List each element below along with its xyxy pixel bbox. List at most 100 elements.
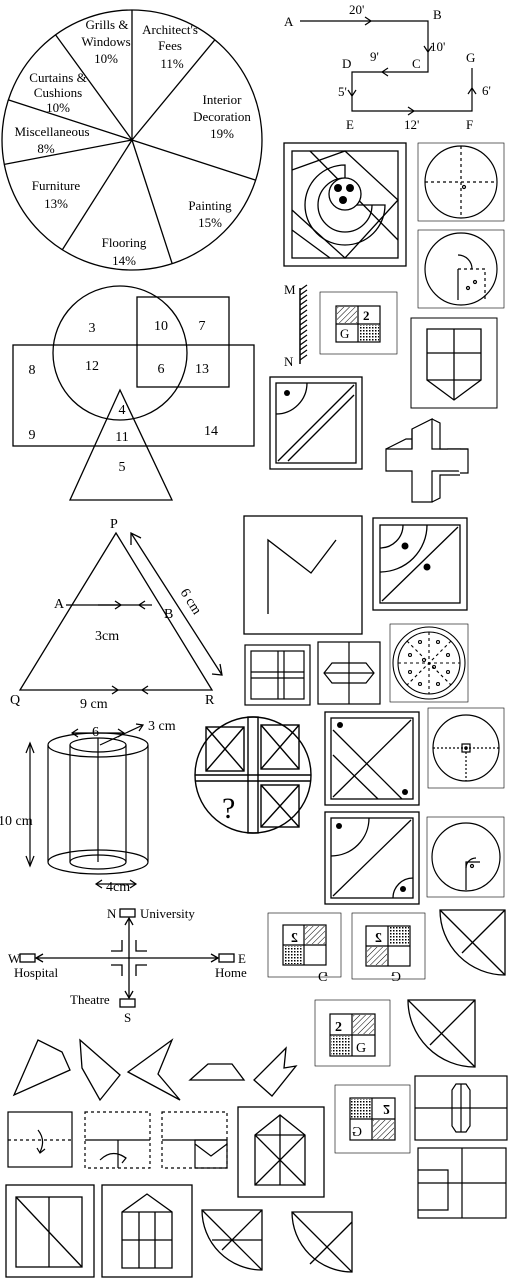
card-mirrored-1	[267, 912, 342, 978]
cylinder-labels: 10 cm 6 3 cm 4cm	[0, 719, 176, 895]
map-west: W	[8, 951, 21, 966]
shape-3	[126, 1038, 181, 1101]
venn-circle	[52, 285, 188, 421]
card4-letter: G	[352, 1125, 362, 1140]
figure-quarter-4	[291, 1211, 353, 1273]
label-b: B	[164, 607, 173, 622]
pie-value-interior: 19%	[210, 126, 234, 141]
label-qr: 9 cm	[80, 697, 108, 712]
pie-divider	[61, 139, 133, 251]
figure-window-1	[414, 1075, 508, 1141]
figure-circle-dashed-1	[417, 142, 505, 222]
pie-label-grills-2: Windows	[81, 34, 130, 49]
pie-label-grills: Grills &	[86, 17, 129, 32]
mirror-hatch-line	[299, 289, 308, 296]
cylinder	[25, 723, 149, 889]
pie-label-architect-2: Fees	[158, 38, 182, 53]
pie-label-interior-2: Decoration	[193, 109, 251, 124]
mirror-hatching	[299, 284, 308, 361]
direction-map-labels: N University W Hospital E Home Theatre S	[8, 906, 247, 1025]
map-north: N	[107, 906, 117, 921]
venn-num: 9	[29, 428, 36, 443]
figure-square-v-shape	[243, 515, 363, 635]
cylinder-top-width-label: 6	[92, 725, 99, 740]
arrow-fg	[467, 86, 477, 95]
card3-letter: G	[356, 1041, 366, 1056]
label-ab-length: 3cm	[95, 629, 119, 644]
card3-digit: 2	[335, 1020, 342, 1035]
triangle-labels: P A B Q R 3cm 3cm 9 cm 6 cm	[10, 517, 215, 712]
mirror-hatch-line	[299, 299, 308, 306]
pie-value-misc: 8%	[37, 141, 55, 156]
path-labels: A B C D E F G 20' 10' 9' 5' 12' 6'	[284, 2, 491, 132]
path-route	[300, 20, 473, 112]
card-text: 2 G 2 G	[291, 931, 401, 983]
map-south: S	[124, 1010, 131, 1025]
card4-digit: 2	[383, 1101, 390, 1116]
card2-digit: 2	[375, 931, 382, 946]
card-4	[334, 1084, 411, 1154]
card-3	[314, 999, 391, 1067]
mirror-hatch-line	[299, 324, 308, 331]
figure-circle-dots	[389, 623, 469, 703]
dist-cd: 9'	[370, 49, 379, 64]
cylinder-radius-label: 3 cm	[148, 719, 176, 734]
mirror-hatch-line	[299, 304, 308, 311]
label-a: A	[54, 597, 65, 612]
mirror-label-n: N	[284, 354, 294, 369]
venn-num: 6	[158, 362, 165, 377]
pie-value-furniture: 13%	[44, 196, 68, 211]
venn-num: 8	[29, 363, 36, 378]
mirror-hatch-line	[299, 349, 308, 356]
label-q: Q	[10, 693, 20, 708]
mirror-card-letter: G	[340, 326, 349, 341]
arrowhead-p	[130, 531, 142, 545]
pie-dividers	[4, 10, 256, 264]
venn-num: 13	[195, 362, 209, 377]
figure-square-arcs	[324, 811, 420, 905]
mirror-hatch-line	[299, 344, 308, 351]
label-pr: 6 cm	[177, 586, 204, 617]
dist-ef: 12'	[404, 117, 419, 132]
arrow-qr-right	[111, 685, 120, 695]
figure-quarter-1	[439, 909, 506, 976]
pie-divider	[4, 139, 133, 165]
shape-2	[79, 1038, 121, 1102]
figure-house-grid	[101, 1184, 193, 1278]
venn-numbers: 3 10 7 8 12 6 13 4 9 11 14 5	[29, 319, 219, 475]
pie-label-curtains: Curtains &	[29, 70, 86, 85]
venn-triangle	[68, 388, 174, 501]
figure-circle-dashed-2	[417, 229, 505, 309]
label-p: P	[110, 517, 118, 532]
venn-diagram	[12, 285, 255, 501]
pie-divider	[131, 139, 173, 264]
shape-4	[188, 1063, 246, 1081]
card-mirrored-2	[351, 912, 426, 980]
pie-label-flooring: Flooring	[102, 235, 147, 250]
dist-ab: 20'	[349, 2, 364, 17]
card2-letter: G	[391, 968, 401, 983]
arrow-cd	[380, 67, 389, 77]
shape-row	[12, 1038, 298, 1102]
venn-square	[136, 296, 230, 388]
mirror-hatch-line	[299, 314, 308, 321]
figure-circle-corner-1	[427, 707, 505, 789]
figure-3d-cross	[385, 418, 469, 503]
arrow-ef	[407, 106, 416, 116]
point-d: D	[342, 56, 351, 71]
point-a: A	[284, 14, 294, 29]
figure-circle-corner-2	[426, 816, 505, 898]
arrow-de	[347, 89, 357, 98]
circle-pattern-question	[194, 716, 312, 834]
mirror-hatch-line	[299, 309, 308, 316]
arrow-bc	[423, 45, 433, 54]
map-theatre: Theatre	[70, 992, 110, 1007]
mirror-label-m: M	[284, 282, 296, 297]
direction-map	[19, 908, 235, 1008]
mirror-hatch-line	[299, 339, 308, 346]
pie-label-interior: Interior	[203, 92, 243, 107]
label-r: R	[205, 693, 215, 708]
fold-sequence	[7, 1111, 228, 1169]
shape-1	[12, 1039, 71, 1097]
